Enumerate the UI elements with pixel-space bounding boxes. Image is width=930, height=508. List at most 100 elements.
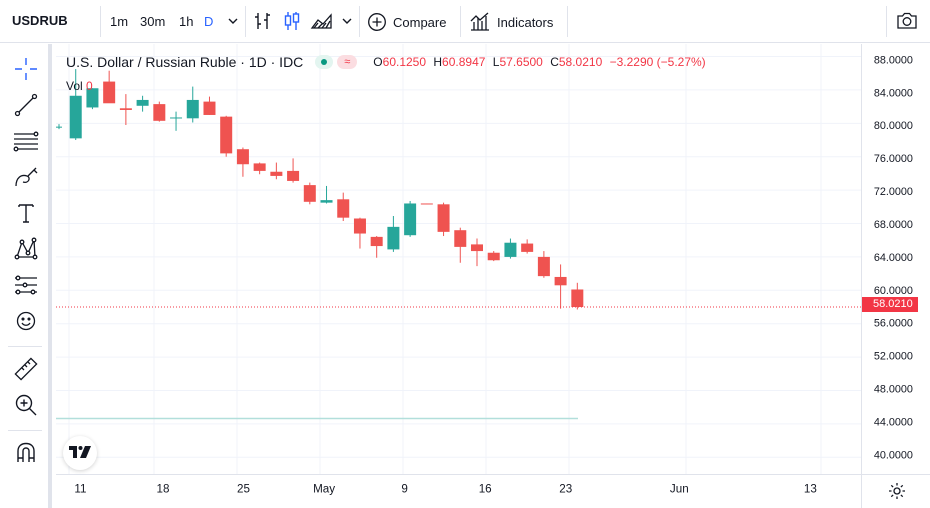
trend-line-icon[interactable] (13, 92, 39, 118)
toolbar-divider (245, 6, 246, 37)
price-tick-label: 60.0000 (874, 285, 913, 297)
last-price-badge: 58.0210 (862, 297, 918, 312)
open-label: O (373, 55, 383, 69)
market-status[interactable]: ≈ (315, 55, 358, 69)
legend-title[interactable]: U.S. Dollar / Russian Ruble · 1D · IDC (66, 54, 304, 70)
time-axis[interactable]: 11 18 25 May 9 16 23 Jun 13 (56, 474, 861, 508)
candle-body (119, 108, 132, 110)
compare-button[interactable]: Compare (367, 11, 446, 33)
candle-down (437, 202, 450, 237)
time-tick-label: 18 (156, 482, 169, 495)
indicators-button[interactable]: Indicators (469, 11, 553, 33)
timeframe-dropdown-chevron-down-icon[interactable] (225, 12, 241, 30)
top-toolbar: USDRUB 1m 30m 1h D Compare Indicators (0, 0, 930, 43)
crosshair-icon[interactable] (13, 56, 39, 82)
prediction-icon[interactable] (13, 272, 39, 298)
price-tick-label: 88.0000 (874, 54, 913, 66)
candle-down (537, 251, 550, 278)
price-axis[interactable]: 88.0000 84.0000 80.0000 76.0000 72.0000 68.00… (861, 44, 930, 474)
axis-corner (861, 474, 930, 508)
drawing-toolbar (0, 44, 52, 508)
candle-body (69, 95, 82, 139)
candle-down (571, 282, 584, 310)
timeframe-1m[interactable]: 1m (110, 14, 129, 29)
volume-value: 0 (86, 79, 93, 93)
price-tick-label: 40.0000 (874, 449, 913, 461)
compare-plus-icon (368, 13, 386, 31)
close-value: 58.0210 (558, 55, 603, 69)
candle-body (56, 126, 62, 128)
timeframe-1h[interactable]: 1h (179, 14, 194, 29)
change-value: −3.2290 (−5.27%) (609, 55, 706, 69)
brush-icon[interactable] (13, 164, 39, 190)
candle-down (220, 115, 233, 157)
time-tick-label: 25 (237, 482, 250, 495)
tradingview-logo[interactable] (63, 436, 97, 470)
bar-style-icon[interactable] (252, 10, 274, 32)
time-tick-label: Jun (670, 482, 689, 495)
candle-body (437, 204, 450, 232)
candle-down (287, 158, 300, 183)
candle-up (136, 95, 149, 112)
compare-label: Compare (393, 14, 447, 30)
text-icon[interactable] (13, 200, 39, 226)
price-chart[interactable] (56, 44, 861, 474)
volume-label: Vol (66, 79, 83, 93)
chart-legend: U.S. Dollar / Russian Ruble · 1D · IDC ≈… (66, 54, 706, 70)
time-tick-label: 9 (401, 482, 407, 495)
magnet-icon[interactable] (13, 440, 39, 466)
chart-style-chevron-down-icon[interactable] (339, 12, 355, 30)
candle-body (353, 218, 366, 234)
price-tick-label: 72.0000 (874, 186, 913, 198)
candle-body (153, 104, 166, 121)
candle-up (56, 124, 62, 130)
pattern-icon[interactable] (13, 236, 39, 262)
candle-body (320, 200, 333, 203)
price-tick-label: 64.0000 (874, 252, 913, 264)
candle-down (454, 227, 467, 263)
toolbar-divider (359, 6, 360, 37)
candle-body (370, 236, 383, 247)
price-tick-label: 44.0000 (874, 416, 913, 428)
candle-style-icon[interactable] (281, 10, 303, 32)
candle-down (521, 239, 534, 254)
symbol-search-button[interactable]: USDRUB (12, 13, 68, 28)
candle-down (303, 182, 316, 205)
price-tick-label: 68.0000 (874, 219, 913, 231)
candle-down (471, 238, 483, 267)
time-tick-label: 13 (804, 482, 817, 495)
candle-up (387, 216, 400, 252)
fib-retracement-icon[interactable] (13, 128, 39, 154)
candle-up (504, 238, 517, 259)
timeframe-d[interactable]: D (204, 14, 214, 29)
low-value: 57.6500 (499, 55, 543, 69)
camera-icon[interactable] (896, 10, 918, 32)
candle-down (203, 96, 216, 115)
candle-down (487, 251, 500, 262)
toolbar-divider (8, 430, 42, 431)
zoom-in-icon[interactable] (13, 392, 39, 418)
candle-up (186, 86, 199, 123)
volume-legend[interactable]: Vol 0 (66, 79, 93, 93)
chart-settings-gear-icon[interactable] (887, 481, 907, 501)
time-tick-label: 11 (74, 482, 86, 495)
timeframe-30m[interactable]: 30m (140, 14, 166, 29)
candle-body (404, 203, 417, 236)
toolbar-divider (567, 6, 568, 37)
high-label: H (433, 55, 443, 69)
emoji-icon[interactable] (13, 308, 39, 334)
candle-down (337, 192, 350, 222)
toolbar-divider (886, 6, 887, 37)
candle-body (471, 244, 483, 252)
area-style-icon[interactable] (310, 10, 332, 32)
candle-down (236, 147, 249, 177)
candle-body (136, 99, 149, 106)
candle-body (420, 203, 433, 205)
candle-body (186, 99, 199, 119)
candle-body (521, 243, 534, 252)
ruler-icon[interactable] (13, 356, 39, 382)
market-open-dot-icon (315, 55, 334, 69)
candle-body (103, 81, 116, 104)
candle-body (571, 289, 584, 308)
price-tick-label: 56.0000 (874, 318, 913, 330)
